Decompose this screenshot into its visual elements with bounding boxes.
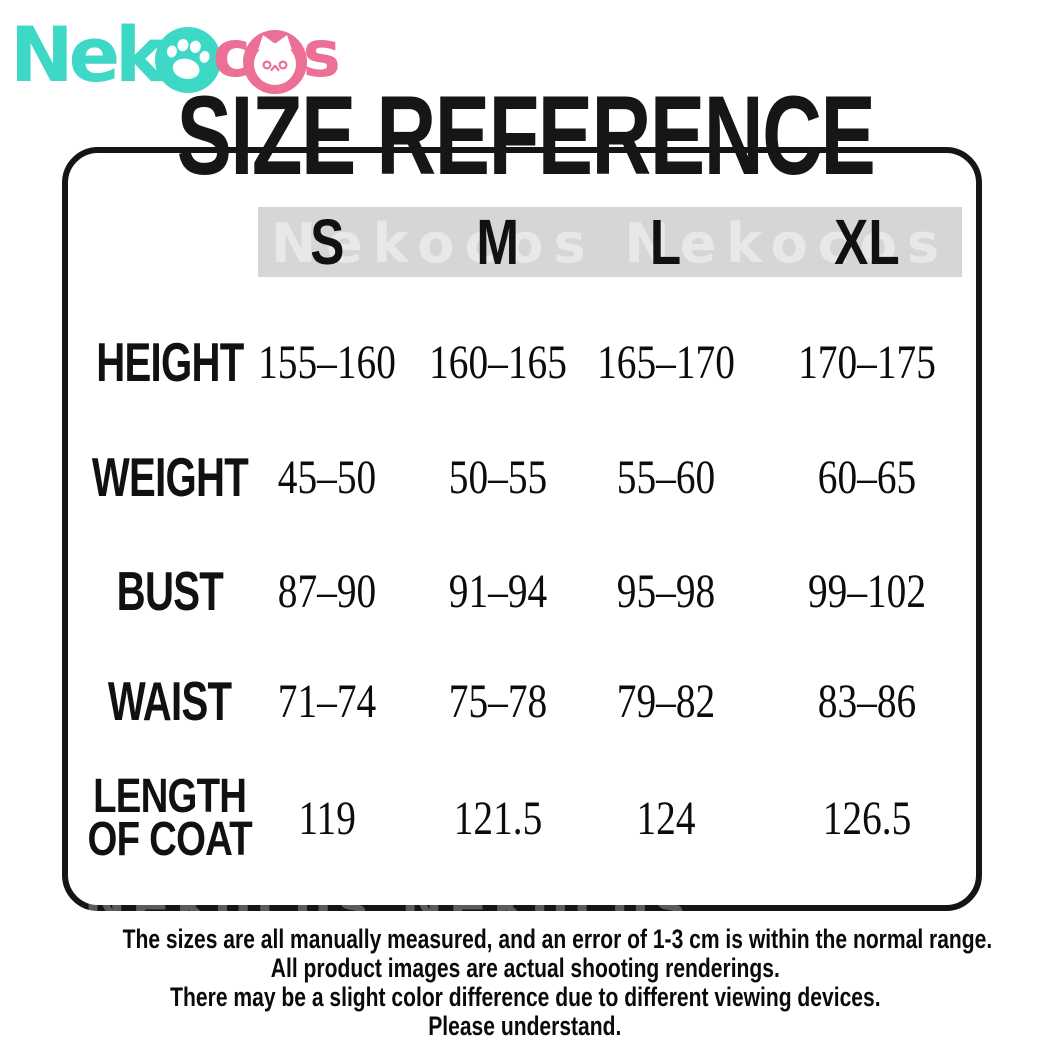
size-value-text: 83–86	[817, 674, 917, 728]
size-value-text: 50–55	[448, 450, 548, 504]
disclaimer-line: There may be a slight color difference d…	[0, 983, 1050, 1012]
size-value-text: 99–102	[807, 564, 927, 618]
row-label: WEIGHT	[64, 431, 276, 523]
size-value-cell: 121.5	[408, 770, 588, 866]
size-value-text: 60–65	[817, 450, 917, 504]
column-header-m: M	[408, 196, 588, 288]
size-value-text: 55–60	[616, 450, 716, 504]
size-value-cell: 119	[247, 770, 407, 866]
size-value-text: 45–50	[277, 450, 377, 504]
size-value-cell: 165–170	[576, 316, 756, 408]
row-label: WAIST	[64, 655, 276, 747]
size-value-cell: 87–90	[247, 545, 407, 637]
size-value-text: 87–90	[277, 564, 377, 618]
size-value-cell: 99–102	[765, 545, 969, 637]
size-table-frame	[62, 147, 982, 911]
size-value-cell: 91–94	[408, 545, 588, 637]
size-value-cell: 60–65	[765, 431, 969, 523]
size-value-text: 75–78	[448, 674, 548, 728]
size-value-cell: 79–82	[576, 655, 756, 747]
column-header-text: S	[309, 206, 345, 278]
row-label: LENGTH OF COAT	[64, 770, 276, 866]
cat-face-icon	[242, 30, 307, 94]
page-title-text: SIZE REFERENCE	[176, 73, 875, 199]
size-value-text: 170–175	[798, 335, 936, 389]
column-header-xl: XL	[765, 196, 969, 288]
column-header-text: L	[650, 206, 682, 278]
column-header-l: L	[576, 196, 756, 288]
row-label-text: WAIST	[108, 670, 232, 732]
size-value-text: 71–74	[277, 674, 377, 728]
row-label-text: HEIGHT	[96, 331, 244, 393]
size-value-text: 121.5	[453, 791, 543, 845]
row-label-text: LENGTH	[93, 770, 247, 823]
size-value-cell: 45–50	[247, 431, 407, 523]
size-value-cell: 95–98	[576, 545, 756, 637]
disclaimer: The sizes are all manually measured, and…	[0, 925, 1050, 1041]
size-value-cell: 126.5	[765, 770, 969, 866]
disclaimer-line: All product images are actual shooting r…	[0, 954, 1050, 983]
size-value-cell: 124	[576, 770, 756, 866]
size-value-text: 91–94	[448, 564, 548, 618]
size-value-cell: 170–175	[765, 316, 969, 408]
page-title: SIZE REFERENCE	[0, 73, 1050, 199]
size-value-text: 126.5	[822, 791, 912, 845]
size-value-text: 155–160	[258, 335, 396, 389]
logo-text-neko: Nek	[10, 10, 166, 99]
row-label: HEIGHT	[64, 316, 276, 408]
size-value-cell: 75–78	[408, 655, 588, 747]
size-value-cell: 83–86	[765, 655, 969, 747]
column-header-s: S	[247, 196, 407, 288]
row-label-text: OF COAT	[87, 813, 253, 866]
size-value-cell: 55–60	[576, 431, 756, 523]
size-value-text: 95–98	[616, 564, 716, 618]
size-value-text: 160–165	[429, 335, 567, 389]
size-value-cell: 71–74	[247, 655, 407, 747]
brand-logo: Nek c	[10, 10, 341, 100]
disclaimer-line-text: Please understand.	[428, 1011, 622, 1041]
size-value-text: 124	[636, 791, 696, 845]
disclaimer-line-text: The sizes are all manually measured, and…	[122, 924, 993, 954]
disclaimer-line-text: There may be a slight color difference d…	[169, 982, 881, 1012]
paw-icon	[154, 27, 221, 93]
size-value-text: 79–82	[616, 674, 716, 728]
size-value-cell: 160–165	[408, 316, 588, 408]
column-header-text: M	[476, 206, 520, 278]
column-header-text: XL	[834, 206, 900, 278]
row-label: BUST	[64, 545, 276, 637]
disclaimer-line: Please understand.	[0, 1012, 1050, 1041]
disclaimer-line-text: All product images are actual shooting r…	[270, 953, 780, 983]
size-value-cell: 50–55	[408, 431, 588, 523]
size-value-cell: 155–160	[247, 316, 407, 408]
row-label-text: BUST	[116, 560, 224, 622]
size-value-text: 165–170	[597, 335, 735, 389]
row-label-text: WEIGHT	[91, 446, 249, 508]
logo-text-s: s	[302, 18, 341, 92]
disclaimer-line: The sizes are all manually measured, and…	[0, 925, 1050, 954]
size-value-text: 119	[298, 791, 356, 845]
